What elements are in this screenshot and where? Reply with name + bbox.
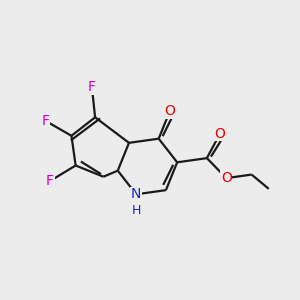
Text: O: O: [164, 104, 175, 118]
Text: F: F: [41, 114, 50, 128]
Text: O: O: [221, 171, 232, 185]
Text: F: F: [46, 174, 54, 188]
Text: F: F: [88, 80, 96, 94]
Text: H: H: [131, 204, 141, 217]
Text: N: N: [131, 187, 141, 201]
Text: O: O: [214, 127, 226, 141]
